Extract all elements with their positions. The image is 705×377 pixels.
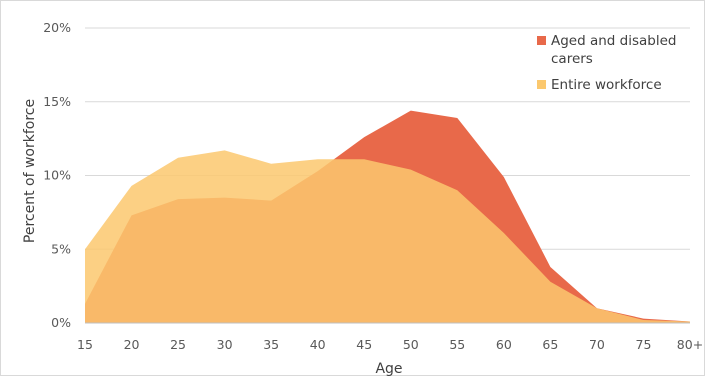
x-tick-label: 15 xyxy=(77,337,93,352)
x-tick-label: 55 xyxy=(449,337,465,352)
x-axis-title: Age xyxy=(375,361,402,377)
x-tick-label: 75 xyxy=(636,337,652,352)
area-entire-workforce xyxy=(85,150,690,323)
x-tick-label: 25 xyxy=(170,337,186,352)
x-tick-label: 20 xyxy=(124,337,140,352)
legend: Aged and disabled carers Entire workforce xyxy=(537,33,676,93)
x-tick-label: 30 xyxy=(217,337,233,352)
x-tick-label: 35 xyxy=(263,337,279,352)
y-axis-title: Percent of workforce xyxy=(22,99,38,243)
legend-swatch-entire-workforce xyxy=(537,80,546,89)
legend-swatch-aged-and-disabled-carers xyxy=(537,36,546,45)
x-tick-label: 65 xyxy=(542,337,558,352)
axes: 0% 5% 10% 15% 20% 15 20 25 30 35 40 45 50 55 60 65 70 75 8… xyxy=(43,20,703,352)
x-tick-label: 60 xyxy=(496,337,512,352)
x-tick-label: 50 xyxy=(403,337,419,352)
x-tick-label: 40 xyxy=(310,337,326,352)
x-tick-label: 70 xyxy=(589,337,605,352)
data-areas xyxy=(85,110,690,323)
legend-label-aged-and-disabled-carers: Aged and disabled carers xyxy=(551,33,676,67)
y-tick-label: 15% xyxy=(43,94,71,109)
legend-label-entire-workforce: Entire workforce xyxy=(551,77,662,93)
x-tick-label: 45 xyxy=(356,337,372,352)
y-tick-label: 10% xyxy=(43,168,71,183)
x-tick-label: 80+ xyxy=(677,337,703,352)
y-tick-label: 20% xyxy=(43,20,71,35)
y-tick-label: 0% xyxy=(51,315,71,330)
y-tick-label: 5% xyxy=(51,241,71,256)
